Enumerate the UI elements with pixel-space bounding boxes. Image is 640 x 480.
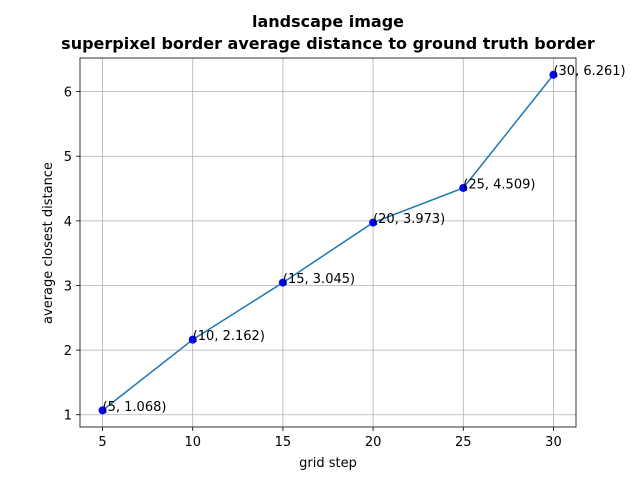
- y-tick-label: 3: [64, 279, 72, 294]
- x-tick-label: 30: [545, 435, 562, 450]
- x-tick-label: 15: [275, 435, 292, 450]
- series-line: [102, 74, 555, 411]
- data-point: [369, 218, 378, 227]
- data-point: [549, 70, 558, 79]
- x-tick-label: 20: [365, 435, 382, 450]
- axes: 5 10 15 20 25 30 1 2 3 4 5 6: [64, 57, 577, 450]
- data-point-label: (5, 1.068): [103, 400, 167, 415]
- y-tick-label: 1: [64, 409, 72, 424]
- plot-frame: [79, 57, 577, 428]
- y-axis-label: average closest distance: [41, 162, 56, 324]
- grid: [80, 58, 576, 427]
- data-point-label: (15, 3.045): [283, 272, 355, 287]
- y-tick-label: 4: [64, 215, 72, 230]
- data-point: [459, 183, 468, 192]
- x-tick-label: 5: [98, 435, 106, 450]
- data-point-label: (20, 3.973): [373, 212, 445, 227]
- x-tick-label: 25: [455, 435, 472, 450]
- data-point: [98, 406, 107, 415]
- data-point-label: (25, 4.509): [463, 177, 535, 192]
- data-labels: (5, 1.068) (10, 2.162) (15, 3.045) (20, 3.9…: [103, 64, 626, 415]
- y-tick-label: 6: [64, 86, 72, 101]
- data-point-label: (30, 6.261): [553, 64, 625, 79]
- chart-title-line2: superpixel border average distance to gr…: [61, 34, 595, 53]
- data-point-label: (10, 2.162): [193, 329, 265, 344]
- data-point: [278, 278, 287, 287]
- chart-title-line1: landscape image: [252, 12, 404, 31]
- series: [98, 70, 558, 415]
- y-tick-label: 2: [64, 344, 72, 359]
- x-axis-label: grid step: [299, 456, 357, 471]
- data-point: [188, 335, 197, 344]
- x-tick-label: 10: [184, 435, 201, 450]
- y-tick-label: 5: [64, 150, 72, 165]
